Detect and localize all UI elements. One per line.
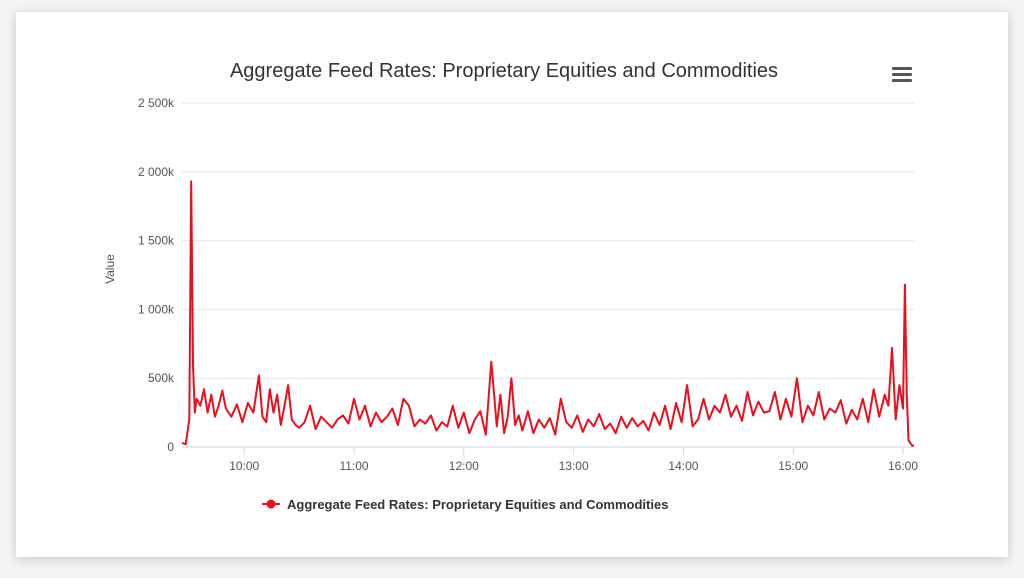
y-tick-label: 1 500k — [138, 234, 175, 248]
x-tick-label: 13:00 — [559, 459, 589, 473]
x-tick-label: 12:00 — [449, 459, 479, 473]
x-tick-label: 16:00 — [888, 459, 918, 473]
y-tick-label: 2 000k — [138, 165, 175, 179]
chart-card: Aggregate Feed Rates: Proprietary Equiti… — [16, 12, 1008, 557]
legend-marker-icon — [266, 499, 276, 509]
y-tick-label: 1 000k — [138, 302, 175, 316]
line-chart: Aggregate Feed Rates: Proprietary Equiti… — [103, 60, 918, 512]
hamburger-menu-icon[interactable] — [889, 64, 915, 86]
grid-lines — [182, 102, 914, 448]
legend-label[interactable]: Aggregate Feed Rates: Proprietary Equiti… — [287, 497, 668, 512]
x-tick-label: 11:00 — [339, 459, 368, 473]
y-tick-label: 500k — [148, 371, 175, 385]
y-tick-label: 0 — [167, 440, 174, 454]
series-line[interactable] — [181, 180, 914, 447]
x-tick-label: 10:00 — [229, 459, 259, 473]
x-axis-ticks: 10:00 11:00 12:00 13:00 14:00 15:00 16:00 — [229, 447, 918, 473]
legend[interactable]: Aggregate Feed Rates: Proprietary Equiti… — [262, 497, 668, 512]
y-axis-ticks: 0 500k 1 000k 1 500k 2 000k 2 500k — [138, 96, 175, 454]
chart-title: Aggregate Feed Rates: Proprietary Equiti… — [230, 60, 778, 82]
y-axis-label: Value — [103, 254, 117, 284]
y-tick-label: 2 500k — [138, 96, 175, 110]
x-tick-label: 14:00 — [668, 459, 698, 473]
x-tick-label: 15:00 — [778, 459, 808, 473]
series-layer — [181, 180, 914, 447]
